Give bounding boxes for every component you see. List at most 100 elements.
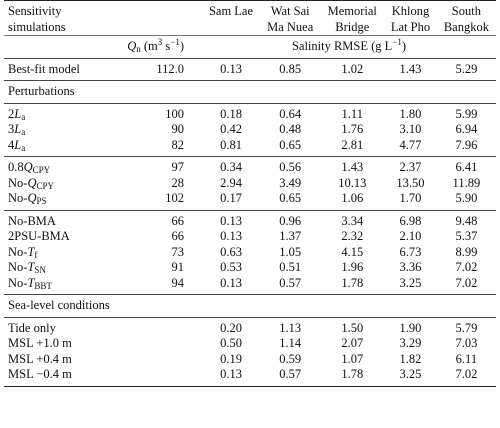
rmse-cell: 1.82 [399,351,422,366]
rmse-cell: 1.80 [384,102,437,122]
rmse-cell: 1.78 [320,367,385,387]
row-qn: 97 [124,156,202,176]
table-row: No-TBBT 94 0.13 0.57 1.78 3.25 7.02 [4,276,496,295]
rmse-cell: 2.10 [399,229,422,243]
row-qn: 73 [171,244,185,259]
row-qn: 66 [171,229,185,243]
section-perturbations: Perturbations [4,80,496,103]
row-qn: 100 [124,102,202,122]
sensitivity-table: Sensitivity simulations Sam Lae Wat Sai M… [4,0,496,387]
rmse-cell: 0.65 [279,191,302,205]
rmse-cell: 0.42 [220,122,242,136]
row-label: MSL +0.4 m [8,351,72,366]
header-col0-label: Sensitivity simulations [8,4,66,34]
rmse-cell: 10.13 [338,175,367,190]
rmse-cell: 6.11 [455,351,478,366]
header-row: Sensitivity simulations Sam Lae Wat Sai M… [4,0,496,36]
rmse-cell: 3.36 [399,260,422,274]
rmse-cell: 6.94 [455,122,478,136]
rmse-cell: 0.57 [279,275,302,290]
rmse-cell: 2.94 [220,175,242,190]
rmse-cell: 0.48 [279,122,302,136]
table-row: MSL +1.0 m 0.50 1.14 2.07 3.29 7.03 [4,336,496,352]
rmse-cell: 1.76 [341,122,364,136]
row-label: No-TSN [8,260,46,275]
row-qn: 102 [165,191,184,205]
table-row: No-QCPY 28 2.94 3.49 10.13 13.50 11.89 [4,176,496,192]
row-label: No-BMA [4,209,124,229]
row-label: No-Tf [8,244,38,260]
rmse-cell: 0.57 [260,367,321,387]
rmse-cell: 0.81 [220,137,242,152]
rmse-cell: 0.53 [220,260,242,274]
rmse-cell: 5.37 [455,229,478,243]
header-sensitivity-simulations: Sensitivity simulations [4,0,124,36]
row-qn: 91 [171,260,185,274]
rmse-cell: 6.98 [384,209,437,229]
rmse-cell: 11.89 [452,175,481,190]
rmse-cell: 0.56 [260,156,321,176]
table-row: 4La 82 0.81 0.65 2.81 4.77 7.96 [4,138,496,157]
sensitivity-table-container: Sensitivity simulations Sam Lae Wat Sai M… [4,0,496,387]
rmse-cell: 1.70 [399,191,422,205]
table-row: 3La 90 0.42 0.48 1.76 3.10 6.94 [4,122,496,138]
rmse-cell: 1.78 [341,275,364,290]
row-label: 2La [4,102,124,122]
rmse-cell: 0.63 [220,244,242,259]
rmse-cell: 1.96 [341,260,364,274]
rmse-cell: 3.49 [279,175,302,190]
row-qn [124,352,202,368]
rmse-cell: 1.11 [320,102,385,122]
row-label: No-TBBT [8,275,52,291]
rmse-cell: 8.99 [455,244,478,259]
rmse-cell: 1.14 [279,336,302,350]
table-row: No-Tf 73 0.63 1.05 4.15 6.73 8.99 [4,245,496,261]
rmse-cell: 2.07 [341,336,364,350]
table-row: No-TSN 91 0.53 0.51 1.96 3.36 7.02 [4,260,496,276]
row-qn: 28 [171,175,185,190]
rmse-cell: 1.50 [320,316,385,336]
row-qn: 90 [171,122,185,136]
row-qn: 66 [124,209,202,229]
rmse-cell: 0.13 [220,275,242,290]
rmse-cell: 6.41 [436,156,496,176]
row-label: No-QCPY [8,175,54,191]
row-label: 4La [8,137,26,153]
rmse-cell: 3.25 [399,275,422,290]
table-row: 0.8QCPY 97 0.34 0.56 1.43 2.37 6.41 [4,156,496,176]
rmse-cell: 2.32 [341,229,364,243]
table-row: 2PSU-BMA 66 0.13 1.37 2.32 2.10 5.37 [4,229,496,245]
table-row: MSL +0.4 m 0.19 0.59 1.07 1.82 6.11 [4,352,496,368]
row-qn [124,367,202,387]
table-row: Tide only 0.20 1.13 1.50 1.90 5.79 [4,316,496,336]
rmse-cell: 7.02 [455,260,478,274]
rmse-cell: 7.03 [455,336,478,350]
rmse-cell: 0.18 [202,102,261,122]
rmse-cell: 0.13 [220,229,242,243]
rmse-cell: 5.99 [436,102,496,122]
rmse-cell: 0.50 [220,336,242,350]
rmse-cell: 1.13 [260,316,321,336]
header-sam-lae: Sam Lae [202,0,261,36]
rmse-cell: 0.65 [279,137,302,152]
rmse-cell: 4.15 [341,244,364,259]
rmse-cell: 5.90 [455,191,478,205]
rmse-cell: 3.29 [399,336,422,350]
table-row: MSL −0.4 m 0.13 0.57 1.78 3.25 7.02 [4,367,496,387]
rmse-cell: 3.25 [384,367,437,387]
rmse-cell: 3.10 [399,122,422,136]
rmse-cell: 6.73 [399,244,422,259]
row-qn: 82 [171,137,185,152]
rmse-cell: 0.59 [279,351,302,366]
row-qn: 94 [171,275,185,290]
rmse-cell: 1.90 [384,316,437,336]
rmse-cell: 3.34 [320,209,385,229]
row-label: Tide only [4,316,124,336]
table-row: No-BMA 66 0.13 0.96 3.34 6.98 9.48 [4,209,496,229]
rmse-cell: 0.13 [202,367,261,387]
row-label: 0.8QCPY [4,156,124,176]
rmse-cell: 0.13 [202,209,261,229]
row-label: MSL −0.4 m [4,367,124,387]
header-khlong-lat-pho: Khlong Lat Pho [384,0,437,36]
section-sea-level: Sea-level conditions [4,294,496,317]
